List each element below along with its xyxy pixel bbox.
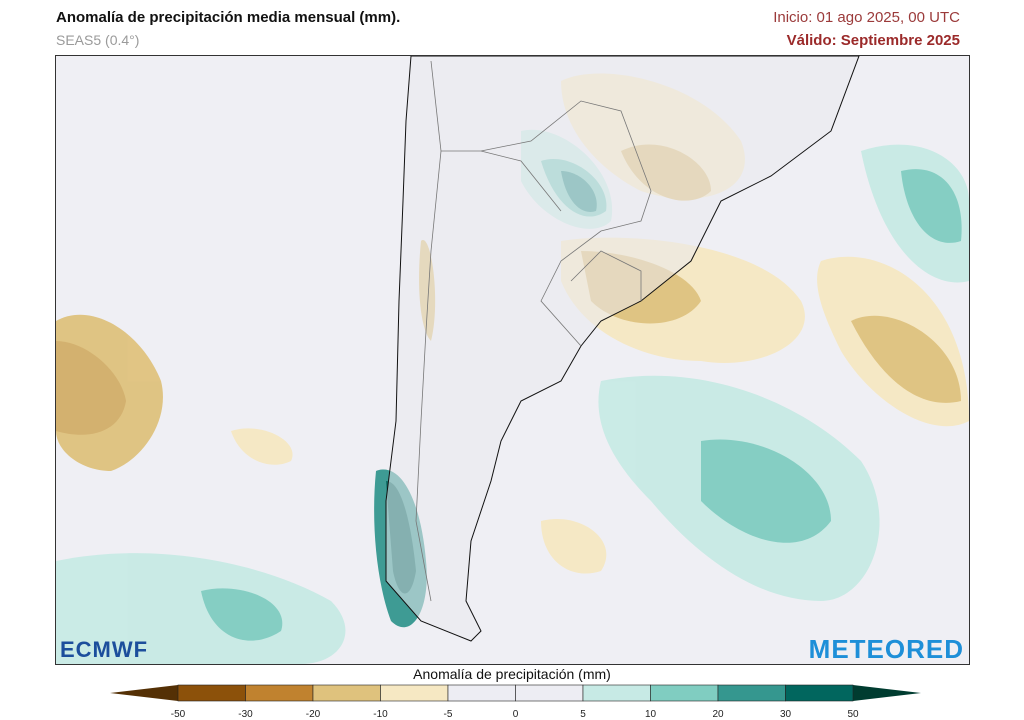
precipitation-anomaly-map (55, 55, 970, 665)
country-borders (415, 60, 652, 602)
valid-period: Válido: Septiembre 2025 (786, 32, 960, 49)
colorbar-swatch (717, 684, 786, 702)
colorbar-tick-label: -50 (171, 709, 186, 719)
colorbar-tick-label: 5 (580, 709, 586, 719)
colorbar-tick-label: 50 (847, 709, 859, 719)
south-america-land (385, 56, 860, 642)
model-label: SEAS5 (0.4°) (56, 32, 140, 48)
colorbar-tick-label: -10 (373, 709, 388, 719)
colorbar-swatch (515, 684, 584, 702)
colorbar-swatch (380, 684, 449, 702)
colorbar-tick-label: 0 (513, 709, 519, 719)
colorbar-swatch (650, 684, 719, 702)
init-time: Inicio: 01 ago 2025, 00 UTC (773, 9, 960, 26)
colorbar-swatch (447, 684, 516, 702)
colorbar-swatch (312, 684, 381, 702)
colorbar-swatch (582, 684, 651, 702)
colorbar-over-arrow (853, 685, 921, 701)
colorbar-swatch (177, 684, 246, 702)
colorbar-tick-label: 10 (645, 709, 657, 719)
colorbar-title: Anomalía de precipitación (mm) (413, 666, 611, 682)
meteored-logo: METEORED (808, 634, 964, 664)
colorbar-tick-label: -30 (238, 709, 253, 719)
colorbar: -50 -30 -20 -10 -5 0 5 10 20 30 50 (110, 684, 921, 719)
colorbar-tick-label: -20 (306, 709, 321, 719)
colorbar-under-arrow (110, 685, 178, 701)
map-canvas (56, 56, 969, 664)
colorbar-tick-label: 30 (780, 709, 792, 719)
ecmwf-logo: ECMWF (60, 637, 149, 662)
map-title: Anomalía de precipitación media mensual … (56, 9, 401, 26)
colorbar-tick-label: -5 (444, 709, 453, 719)
colorbar-swatch (245, 684, 314, 702)
colorbar-swatch (785, 684, 854, 702)
colorbar-tick-label: 20 (712, 709, 724, 719)
